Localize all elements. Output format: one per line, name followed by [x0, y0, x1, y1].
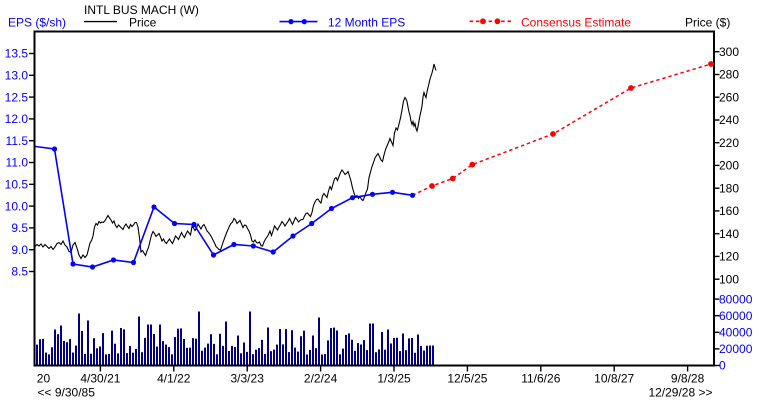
svg-text:12.0: 12.0 — [5, 112, 29, 126]
svg-text:80000: 80000 — [719, 292, 753, 306]
svg-text:4/1/22: 4/1/22 — [157, 372, 191, 386]
svg-text:140: 140 — [719, 227, 739, 241]
svg-text:0: 0 — [719, 359, 726, 373]
svg-text:200: 200 — [719, 159, 739, 173]
svg-text:12/5/25: 12/5/25 — [447, 372, 487, 386]
svg-text:12/29/28 >>: 12/29/28 >> — [648, 386, 712, 400]
svg-text:160: 160 — [719, 204, 739, 218]
svg-text:9.5: 9.5 — [11, 221, 28, 235]
svg-text:220: 220 — [719, 136, 739, 150]
svg-text:2/2/24: 2/2/24 — [304, 372, 338, 386]
svg-text:3/3/23: 3/3/23 — [231, 372, 265, 386]
svg-text:40000: 40000 — [719, 326, 753, 340]
svg-text:11/6/26: 11/6/26 — [521, 372, 560, 386]
svg-text:260: 260 — [719, 90, 739, 104]
svg-text:180: 180 — [719, 181, 739, 195]
svg-text:300: 300 — [719, 45, 739, 59]
svg-text:100: 100 — [719, 272, 739, 286]
svg-text:10.5: 10.5 — [5, 178, 29, 192]
svg-text:1/3/25: 1/3/25 — [377, 372, 411, 386]
svg-text:12 Month EPS: 12 Month EPS — [328, 16, 405, 30]
svg-text:280: 280 — [719, 68, 739, 82]
svg-text:10/8/27: 10/8/27 — [594, 372, 634, 386]
svg-text:9/8/28: 9/8/28 — [671, 372, 705, 386]
svg-text:<< 9/30/85: << 9/30/85 — [38, 386, 96, 400]
svg-text:60000: 60000 — [719, 309, 753, 323]
svg-text:Price: Price — [129, 16, 157, 30]
svg-text:10.0: 10.0 — [5, 199, 29, 213]
svg-text:11.0: 11.0 — [6, 156, 29, 170]
svg-text:20: 20 — [37, 372, 51, 386]
svg-text:120: 120 — [719, 250, 739, 264]
svg-text:INTL BUS MACH (W): INTL BUS MACH (W) — [84, 3, 199, 17]
svg-text:11.5: 11.5 — [6, 134, 29, 148]
svg-text:Price ($): Price ($) — [685, 16, 730, 30]
svg-text:20000: 20000 — [719, 342, 753, 356]
svg-text:13.0: 13.0 — [5, 69, 29, 83]
svg-text:13.5: 13.5 — [5, 47, 29, 61]
svg-text:240: 240 — [719, 113, 739, 127]
svg-text:8.5: 8.5 — [11, 265, 28, 279]
svg-text:Consensus Estimate: Consensus Estimate — [521, 16, 631, 30]
svg-text:EPS ($/sh): EPS ($/sh) — [8, 16, 66, 30]
svg-text:4/30/21: 4/30/21 — [80, 372, 120, 386]
svg-text:12.5: 12.5 — [5, 90, 29, 104]
svg-text:9.0: 9.0 — [11, 243, 28, 257]
